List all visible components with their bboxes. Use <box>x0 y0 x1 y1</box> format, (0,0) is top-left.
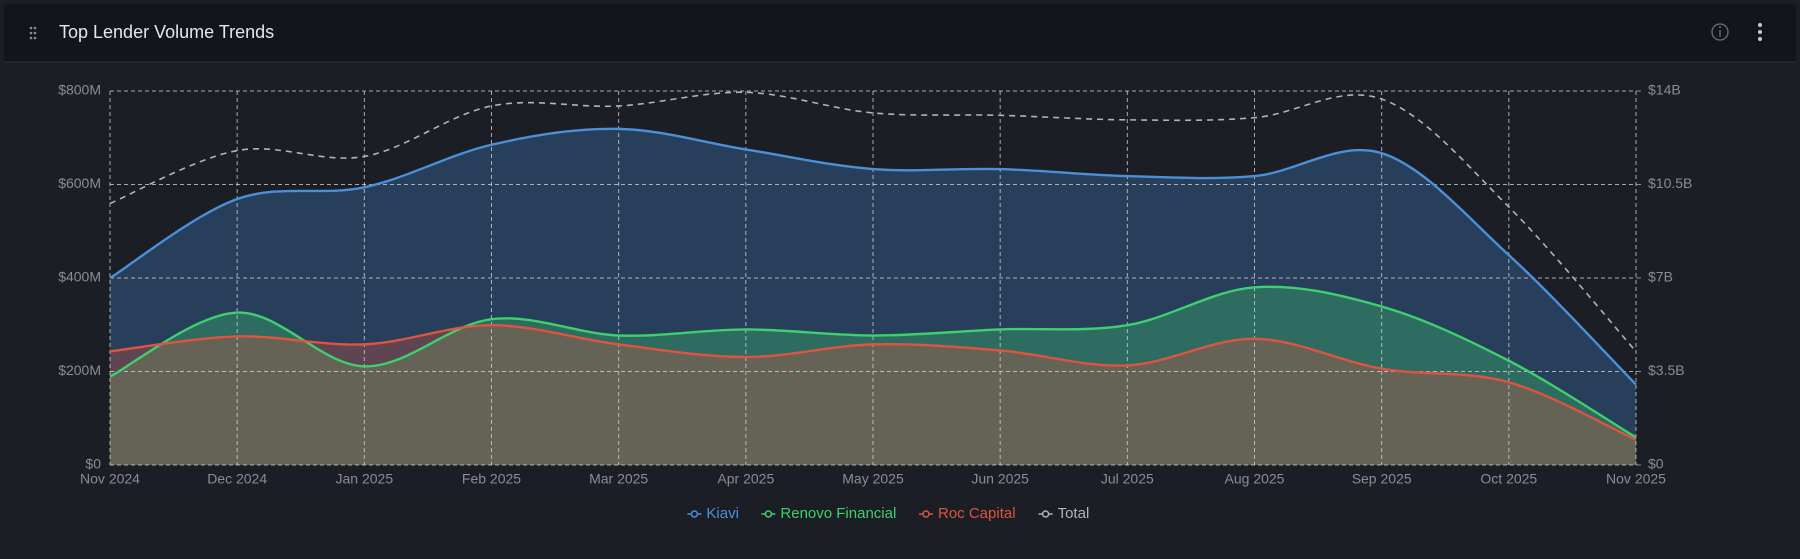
x-tick-label: Nov 2024 <box>80 471 140 487</box>
x-tick-label: Aug 2025 <box>1225 471 1285 487</box>
legend: Kiavi Renovo Financial Roc Capital Total <box>687 505 1089 522</box>
legend-item[interactable]: Kiavi <box>687 505 739 522</box>
legend-item[interactable]: Roc Capital <box>919 505 1016 522</box>
legend-marker <box>764 510 773 518</box>
legend-marker <box>922 510 930 518</box>
legend-item[interactable]: Renovo Financial <box>761 505 896 522</box>
legend-marker <box>690 510 699 518</box>
x-tick-label: Mar 2025 <box>589 471 648 487</box>
y-tick-label: $0 <box>85 456 101 472</box>
series-line <box>109 324 1637 441</box>
x-tick-label: May 2025 <box>842 471 904 487</box>
x-tick-label: Jan 2025 <box>336 471 394 487</box>
legend-label: Renovo Financial <box>780 505 896 522</box>
legend-item[interactable]: Total <box>1038 505 1090 522</box>
series-line <box>109 127 1637 386</box>
x-tick-label: Jul 2025 <box>1101 471 1154 487</box>
y-tick-label: $600M <box>58 175 101 191</box>
legend-label: Total <box>1058 505 1090 522</box>
y2-tick-label: $7B <box>1648 269 1673 285</box>
panel-header <box>4 4 1796 62</box>
y2-tick-label: $3.5B <box>1648 362 1685 378</box>
x-tick-label: Jun 2025 <box>971 471 1029 487</box>
x-tick-label: Feb 2025 <box>462 471 521 487</box>
x-tick-label: Sep 2025 <box>1352 471 1412 487</box>
menu-icon[interactable] <box>1758 23 1762 41</box>
y-tick-label: $800M <box>58 82 101 98</box>
series-line <box>109 285 1637 439</box>
x-tick-label: Apr 2025 <box>717 471 774 487</box>
x-tick-label: Dec 2024 <box>207 471 267 487</box>
y2-tick-label: $14B <box>1648 82 1681 98</box>
panel-title: Top Lender Volume Trends <box>59 22 274 42</box>
y2-tick-label: $0 <box>1648 456 1664 472</box>
legend-label: Roc Capital <box>938 505 1016 522</box>
x-tick-label: Oct 2025 <box>1480 471 1537 487</box>
y-tick-label: $200M <box>58 362 101 378</box>
drag-handle[interactable] <box>29 26 37 40</box>
legend-marker <box>1041 510 1050 518</box>
info-icon[interactable] <box>1711 23 1729 41</box>
legend-label: Kiavi <box>706 505 739 522</box>
plot: $0 $200M $400M $600M $800M $0 $3.5B $7B $10.5B $1… <box>58 82 1692 487</box>
x-tick-label: Nov 2025 <box>1606 471 1666 487</box>
series-line <box>109 91 1637 352</box>
y2-tick-label: $10.5B <box>1648 175 1692 191</box>
y-tick-label: $400M <box>58 269 101 285</box>
